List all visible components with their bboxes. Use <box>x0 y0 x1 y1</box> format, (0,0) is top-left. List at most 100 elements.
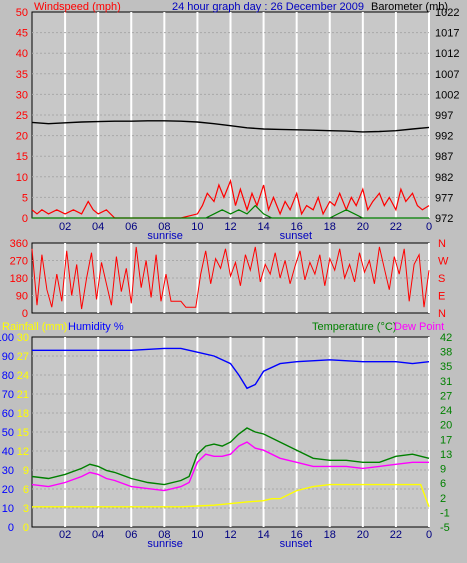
barometer-line <box>31 120 430 133</box>
x-tick-label: 08 <box>158 529 170 541</box>
windspeed-axis-label: Windspeed (mph) <box>34 1 121 13</box>
rainfall-tick-label: 30 <box>17 332 29 344</box>
x-tick-label: 16 <box>291 529 303 541</box>
x-tick-label: 0 <box>426 529 432 541</box>
x-tick-label: 08 <box>158 221 170 233</box>
x-tick-label: 04 <box>92 221 104 233</box>
direction-series <box>31 246 430 310</box>
temperature-tick-label: 24 <box>440 405 452 417</box>
x-tick-label: 10 <box>191 221 203 233</box>
windspeed-tick-label: 40 <box>16 48 28 60</box>
direction-grid <box>32 243 430 313</box>
humidity-tick-label: 60 <box>2 408 14 420</box>
x-tick-label: 20 <box>357 529 369 541</box>
barometer-axis-ticks: 972 977 982 987 992 997 1002 1007 1012 1017 1022 <box>435 7 459 225</box>
x-tick-label: 04 <box>92 529 104 541</box>
x-tick-label: 14 <box>257 529 269 541</box>
x-tick-label: 22 <box>390 221 402 233</box>
x-tick-label: 06 <box>125 221 137 233</box>
temperature-grid <box>32 337 430 527</box>
rainfall-tick-label: 6 <box>23 484 29 496</box>
temperature-tick-label: 2 <box>440 493 446 505</box>
gust-line <box>32 204 429 219</box>
windspeed-tick-label: 15 <box>16 151 28 163</box>
barometer-tick-label: 1002 <box>435 89 459 101</box>
windspeed-tick-label: 35 <box>16 69 28 81</box>
temperature-tick-label: 27 <box>440 390 452 402</box>
windspeed-tick-label: 45 <box>16 28 28 40</box>
temperature-tick-label: 38 <box>440 347 452 359</box>
temperature-line <box>31 427 430 486</box>
dewpoint-axis-label: Dew Point <box>394 321 444 333</box>
temperature-tick-label: 6 <box>440 478 446 490</box>
windspeed-tick-label: 25 <box>16 110 28 122</box>
x-tick-label: 20 <box>357 221 369 233</box>
temperature-tick-label: -5 <box>440 522 450 534</box>
temperature-tick-label: 31 <box>440 376 452 388</box>
windspeed-tick-label: 20 <box>16 131 28 143</box>
rainfall-tick-label: 12 <box>17 446 29 458</box>
windspeed-tick-label: 50 <box>16 7 28 19</box>
x-tick-label: 12 <box>224 221 236 233</box>
temperature-tick-label: 42 <box>440 332 452 344</box>
x-tick-label: 14 <box>257 221 269 233</box>
rainfall-tick-label: 18 <box>17 408 29 420</box>
temperature-tick-label: -1 <box>440 507 450 519</box>
x-tick-label: 02 <box>59 221 71 233</box>
barometer-tick-label: 977 <box>435 192 453 204</box>
rainfall-axis-label: Rainfall (mm) <box>2 321 67 333</box>
temperature-axis-ticks: -5 -1 2 6 9 13 17 20 24 27 31 35 38 42 <box>440 332 452 534</box>
temperature-axis-label: Temperature (°C) <box>312 321 396 333</box>
chart-title: 24 hour graph day : 26 December 2009 <box>172 1 364 13</box>
rainfall-axis-ticks: 0 3 6 9 12 15 18 21 24 27 30 <box>17 332 29 534</box>
x-tick-label: 12 <box>224 529 236 541</box>
temperature-tick-label: 13 <box>440 449 452 461</box>
barometer-tick-label: 982 <box>435 172 453 184</box>
windspeed-tick-label: 5 <box>22 192 28 204</box>
x-tick-label: 06 <box>125 529 137 541</box>
x-tick-label: 18 <box>324 529 336 541</box>
humidity-tick-label: 30 <box>2 465 14 477</box>
direction-tick-label: 360 <box>10 238 28 250</box>
barometer-tick-label: 972 <box>435 213 453 225</box>
rainfall-tick-label: 27 <box>17 351 29 363</box>
sunrise-marker: sunrise <box>147 230 182 242</box>
temperature-tick-label: 35 <box>440 361 452 373</box>
barometer-tick-label: 992 <box>435 131 453 143</box>
direction-axis-ticks: 0 90 180 270 360 <box>10 238 28 320</box>
wind-barometer-grid <box>32 12 430 218</box>
temperature-series <box>31 347 430 508</box>
x-tick-label: 02 <box>59 529 71 541</box>
direction-tick-label: 90 <box>16 291 28 303</box>
x-tick-label: 16 <box>291 221 303 233</box>
windspeed-tick-label: 0 <box>22 213 28 225</box>
windspeed-line <box>31 178 430 219</box>
rainfall-tick-label: 9 <box>23 465 29 477</box>
p1-x-axis-ticks: 02 04 06 08 10 12 14 16 18 20 22 0 sunrise sunset <box>59 221 432 242</box>
rainfall-tick-label: 21 <box>17 389 29 401</box>
humidity-axis-ticks: 0 10 20 30 40 50 60 70 80 90 100 <box>0 332 14 534</box>
barometer-tick-label: 1007 <box>435 69 459 81</box>
x-tick-label: 0 <box>426 221 432 233</box>
dewpoint-line <box>31 441 429 492</box>
compass-label: N <box>438 308 446 320</box>
humidity-tick-label: 50 <box>2 427 14 439</box>
humidity-tick-label: 40 <box>2 446 14 458</box>
humidity-tick-label: 100 <box>0 332 14 344</box>
humidity-axis-label: Humidity % <box>68 321 124 333</box>
rainfall-tick-label: 0 <box>23 522 29 534</box>
humidity-tick-label: 0 <box>8 522 14 534</box>
humidity-tick-label: 10 <box>2 503 14 515</box>
humidity-tick-label: 70 <box>2 389 14 401</box>
rainfall-tick-label: 3 <box>23 503 29 515</box>
rainfall-line <box>32 483 430 508</box>
direction-tick-label: 0 <box>22 308 28 320</box>
temperature-tick-label: 9 <box>440 464 446 476</box>
barometer-tick-label: 987 <box>435 151 453 163</box>
humidity-tick-label: 20 <box>2 484 14 496</box>
barometer-tick-label: 997 <box>435 110 453 122</box>
barometer-tick-label: 1012 <box>435 48 459 60</box>
direction-line <box>31 246 430 310</box>
